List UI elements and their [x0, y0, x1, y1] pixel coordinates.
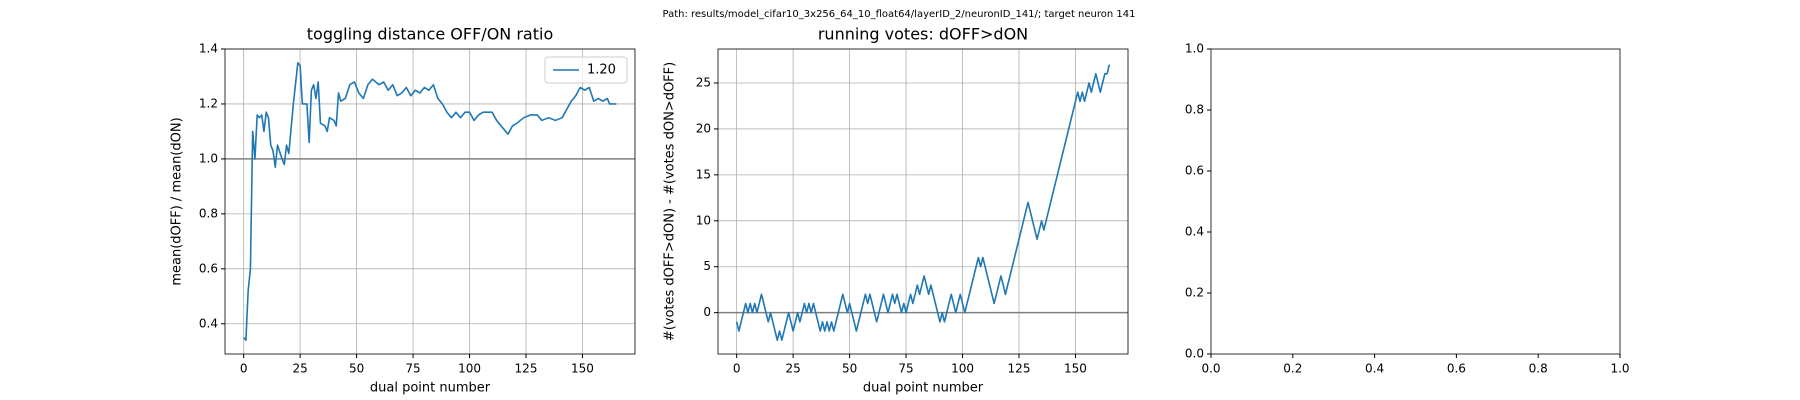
data-line [735, 64, 1111, 342]
y-tick-label: 0.2 [1185, 286, 1204, 300]
y-tick-label: 10 [696, 213, 711, 227]
y-tick-label: 0.6 [199, 261, 218, 275]
x-tick-label: 0 [240, 362, 248, 376]
y-tick-label: 1.2 [199, 96, 218, 110]
x-tick-label: 25 [292, 362, 307, 376]
y-tick-label: 0.8 [199, 206, 218, 220]
x-tick-label: 100 [458, 362, 481, 376]
legend-box [544, 56, 628, 84]
y-tick-label: 0.6 [1185, 164, 1204, 178]
y-axis-label: #(votes dOFF>dON) - #(votes dON>dOFF) [663, 62, 678, 341]
chart-title: toggling distance OFF/ON ratio [307, 25, 553, 44]
y-tick-label: 0.4 [199, 316, 218, 330]
legend-label: 1.20 [587, 63, 616, 78]
x-tick-label: 0.0 [1201, 362, 1220, 376]
x-tick-label: 0.8 [1529, 362, 1548, 376]
data-line [243, 61, 617, 342]
figure-title: Path: results/model_cifar10_3x256_64_10_… [663, 9, 1136, 20]
y-tick-label: 0.0 [1185, 347, 1204, 361]
y-tick-label: 15 [696, 167, 711, 181]
x-tick-label: 75 [405, 362, 420, 376]
x-axis-label: dual point number [370, 381, 491, 396]
x-tick-label: 125 [515, 362, 538, 376]
x-tick-label: 75 [898, 362, 913, 376]
y-tick-label: 25 [696, 75, 711, 89]
y-tick-label: 1.4 [199, 42, 218, 56]
x-tick-label: 150 [1064, 362, 1087, 376]
x-tick-label: 0 [733, 362, 741, 376]
y-tick-label: 1.0 [1185, 42, 1204, 56]
y-tick-label: 5 [703, 259, 711, 273]
plot-frame [1210, 48, 1621, 355]
x-tick-label: 50 [349, 362, 364, 376]
x-tick-label: 150 [571, 362, 594, 376]
plot-frame [224, 48, 636, 355]
x-tick-label: 25 [785, 362, 800, 376]
x-tick-label: 125 [1008, 362, 1031, 376]
y-tick-label: 0 [703, 305, 711, 319]
x-tick-label: 50 [842, 362, 857, 376]
y-tick-label: 1.0 [199, 151, 218, 165]
y-axis-label: mean(dOFF) / mean(dON) [170, 117, 185, 285]
y-tick-label: 20 [696, 121, 711, 135]
x-tick-label: 1.0 [1610, 362, 1629, 376]
y-tick-label: 0.4 [1185, 225, 1204, 239]
x-tick-label: 0.2 [1283, 362, 1302, 376]
x-axis-label: dual point number [863, 381, 984, 396]
x-tick-label: 100 [951, 362, 974, 376]
x-tick-label: 0.6 [1447, 362, 1466, 376]
y-tick-label: 0.8 [1185, 103, 1204, 117]
chart-title: running votes: dOFF>dON [818, 25, 1028, 44]
plot-frame [717, 48, 1129, 355]
x-tick-label: 0.4 [1365, 362, 1384, 376]
